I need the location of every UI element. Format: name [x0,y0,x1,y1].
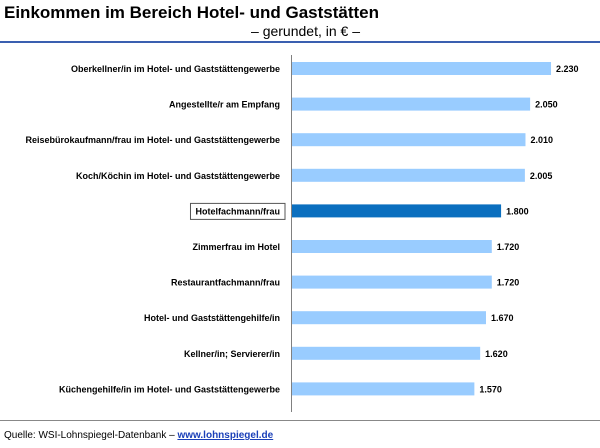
bar [292,62,552,75]
bar [292,275,492,289]
value-label: 2.005 [530,171,553,181]
highlighted-bar [292,204,502,218]
header-divider [0,41,600,43]
value-label: 1.720 [497,278,520,288]
bars-group: Oberkellner/in im Hotel- und Gaststätten… [25,62,579,396]
category-label: Hotel- und Gaststättengehilfe/in [144,313,280,323]
value-label: 1.720 [497,242,520,252]
chart-subtitle: – gerundet, in € – [251,23,360,39]
category-label: Zimmerfrau im Hotel [192,242,280,252]
bar [292,346,481,360]
value-label: 2.010 [530,135,553,145]
source-link[interactable]: www.lohnspiegel.de [177,430,274,441]
bar [292,311,486,325]
value-label: 1.800 [506,206,529,216]
value-label: 2.230 [556,64,579,74]
category-label: Angestellte/r am Empfang [169,100,280,110]
highlight-label-box [189,202,286,220]
category-label: Koch/Köchin im Hotel- und Gaststättengew… [76,171,280,181]
bar [292,97,531,111]
footer-divider [0,420,600,421]
bar [292,168,525,182]
category-label: Oberkellner/in im Hotel- und Gaststätten… [71,64,280,74]
category-label: Restaurantfachmann/frau [171,278,280,288]
value-label: 1.620 [485,349,508,359]
category-label: Reisebürokaufmann/frau im Hotel- und Gas… [25,135,280,145]
value-label: 1.570 [479,384,502,394]
footer-source: Quelle: WSI-Lohnspiegel-Datenbank – www.… [4,430,273,441]
bar [292,240,492,253]
value-label: 2.050 [535,100,558,110]
category-label: Kellner/in; Servierer/in [184,349,280,359]
bar [292,382,475,396]
source-label: Quelle: WSI-Lohnspiegel-Datenbank – [4,430,175,441]
category-label: Hotelfachmann/frau [195,206,280,216]
chart-title: Einkommen im Bereich Hotel- und Gaststät… [4,3,380,22]
bar [292,133,526,147]
value-label: 1.670 [491,313,514,323]
category-label: Küchengehilfe/in im Hotel- und Gaststätt… [59,384,280,394]
